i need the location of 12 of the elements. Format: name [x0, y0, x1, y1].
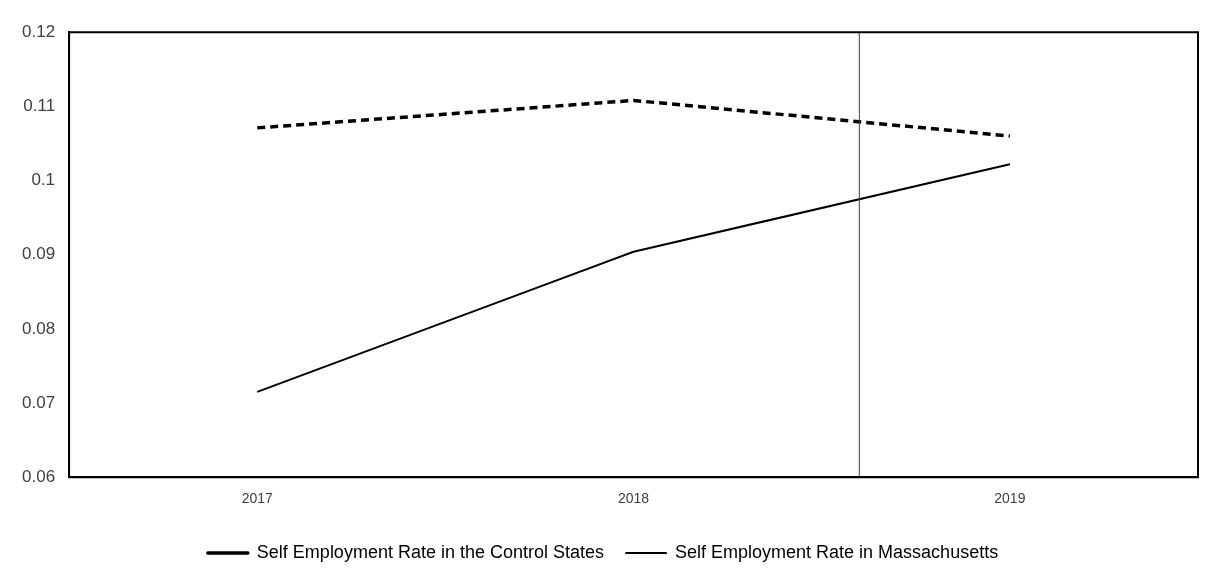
y-tick-label: 0.11 — [23, 96, 56, 116]
y-tick-label: 0.1 — [31, 170, 56, 190]
x-tick-label: 2017 — [241, 490, 274, 507]
x-tick-label: 2019 — [994, 490, 1026, 507]
legend-label: Self Employment Rate in Massachusetts — [675, 541, 999, 562]
y-tick-label: 0.06 — [21, 466, 56, 486]
x-tick-label: 2018 — [617, 490, 650, 507]
y-tick-label: 0.08 — [21, 318, 56, 338]
y-tick-label: 0.09 — [21, 244, 56, 264]
y-tick-label: 0.12 — [21, 21, 56, 41]
y-tick-label: 0.07 — [21, 392, 56, 412]
legend-label: Self Employment Rate in the Control States — [256, 541, 605, 562]
